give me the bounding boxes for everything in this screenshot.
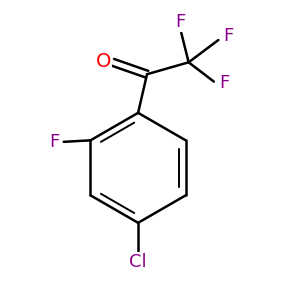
Text: F: F bbox=[49, 133, 59, 151]
Text: F: F bbox=[219, 74, 229, 92]
Text: F: F bbox=[223, 28, 234, 46]
Text: O: O bbox=[96, 52, 111, 70]
Text: Cl: Cl bbox=[129, 253, 147, 271]
Text: F: F bbox=[175, 14, 185, 32]
